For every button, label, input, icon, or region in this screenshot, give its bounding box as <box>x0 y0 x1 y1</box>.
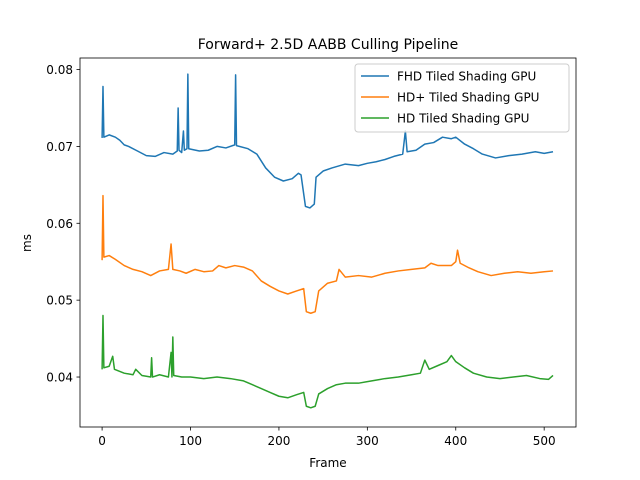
x-tick-label: 200 <box>267 434 290 448</box>
y-axis: 0.04 0.05 0.06 0.07 0.08 <box>46 63 80 385</box>
x-tick-label: 500 <box>533 434 556 448</box>
y-tick-label: 0.08 <box>46 63 73 77</box>
x-tick-label: 100 <box>179 434 202 448</box>
x-tick-label: 300 <box>356 434 379 448</box>
legend-label-1: HD+ Tiled Shading GPU <box>397 91 539 105</box>
series-line-1 <box>101 194 554 314</box>
y-tick-label: 0.06 <box>46 217 73 231</box>
y-axis-label: ms <box>20 234 34 252</box>
x-tick-label: 0 <box>98 434 106 448</box>
legend-box <box>354 63 570 133</box>
plot-frame <box>79 57 577 428</box>
x-axis-label: Frame <box>309 456 346 470</box>
chart-title: Forward+ 2.5D AABB Culling Pipeline <box>198 37 459 53</box>
plot-lines <box>101 73 554 409</box>
legend-label-2: HD Tiled Shading GPU <box>397 112 529 126</box>
series-line-0 <box>101 73 554 209</box>
x-tick-label: 400 <box>444 434 467 448</box>
legend-label-0: FHD Tiled Shading GPU <box>397 70 536 84</box>
legend: FHD Tiled Shading GPU HD+ Tiled Shading G… <box>354 63 570 133</box>
y-tick-label: 0.07 <box>46 140 73 154</box>
x-axis: 0 100 200 300 400 500 <box>98 427 556 448</box>
y-tick-label: 0.05 <box>46 294 73 308</box>
y-tick-label: 0.04 <box>46 371 73 385</box>
series-line-2 <box>101 314 554 409</box>
